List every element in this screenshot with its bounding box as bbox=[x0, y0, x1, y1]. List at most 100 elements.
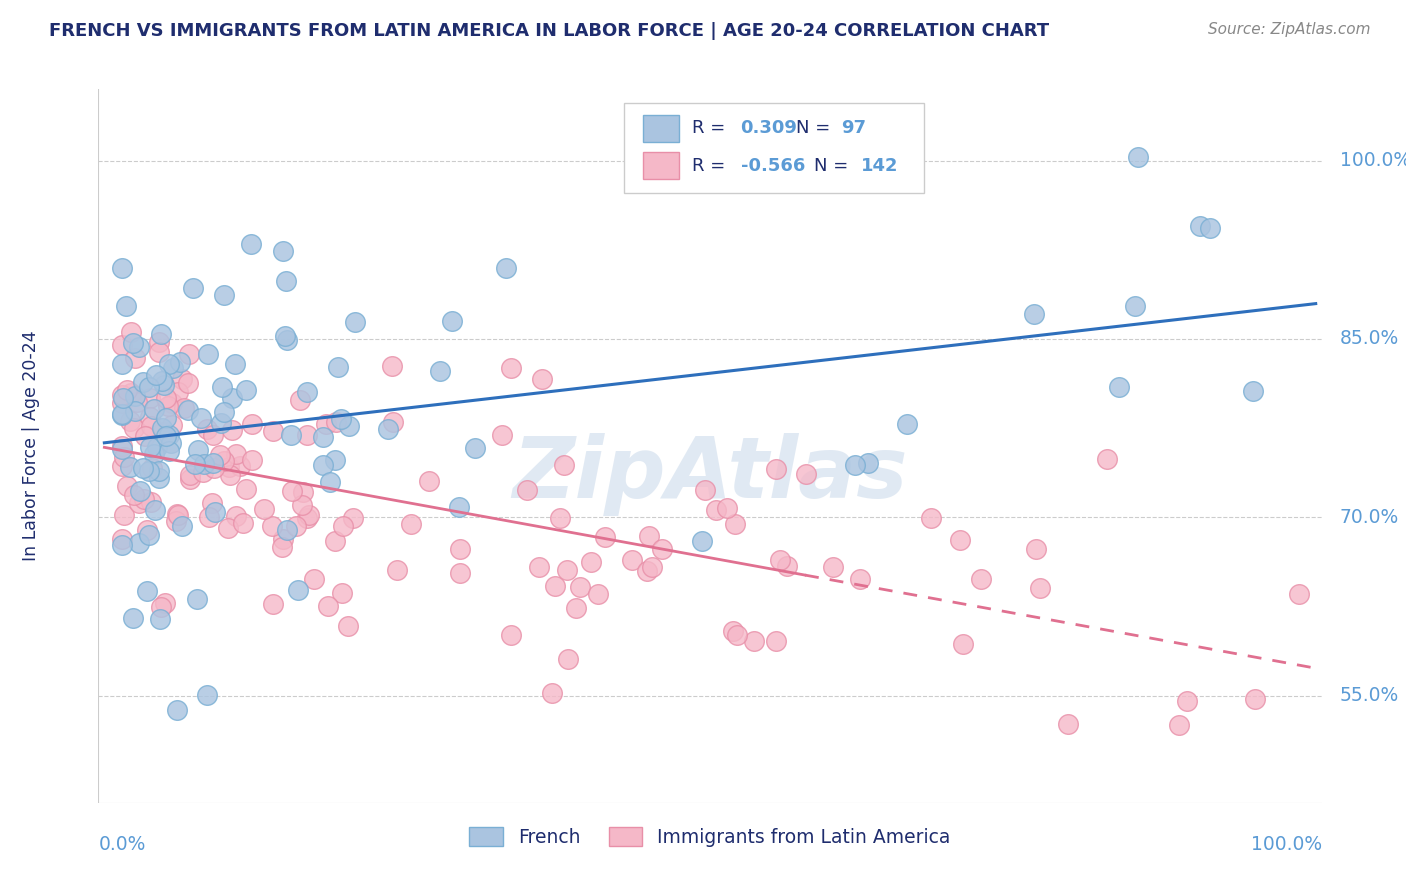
Point bbox=[169, 355, 191, 369]
Point bbox=[170, 372, 193, 386]
Point bbox=[381, 359, 404, 373]
Point bbox=[949, 533, 972, 547]
Point bbox=[329, 411, 352, 425]
Text: Source: ZipAtlas.com: Source: ZipAtlas.com bbox=[1208, 22, 1371, 37]
Point bbox=[221, 423, 243, 437]
Point bbox=[118, 414, 141, 428]
Point bbox=[530, 371, 553, 385]
Point bbox=[117, 478, 139, 492]
Point bbox=[157, 428, 180, 442]
Point bbox=[555, 563, 578, 577]
Point bbox=[148, 334, 170, 349]
Point bbox=[280, 428, 302, 442]
Point bbox=[128, 340, 150, 354]
Point bbox=[295, 510, 318, 524]
Point bbox=[177, 403, 200, 417]
Point bbox=[190, 410, 212, 425]
Bar bbox=[643, 115, 679, 142]
Text: 70.0%: 70.0% bbox=[1340, 508, 1399, 527]
Point bbox=[1057, 717, 1080, 731]
Point bbox=[593, 530, 616, 544]
Point bbox=[636, 564, 658, 578]
Point bbox=[291, 498, 314, 512]
Point bbox=[181, 281, 204, 295]
Point bbox=[775, 559, 797, 574]
Point bbox=[262, 597, 284, 611]
Point bbox=[193, 457, 215, 471]
Point bbox=[150, 327, 173, 342]
Point bbox=[212, 453, 235, 467]
Point bbox=[765, 634, 787, 648]
Point bbox=[704, 503, 727, 517]
Point bbox=[586, 587, 609, 601]
Point bbox=[186, 591, 208, 606]
Point bbox=[132, 375, 155, 389]
Point bbox=[970, 572, 993, 586]
Point bbox=[344, 315, 367, 329]
Point bbox=[621, 553, 644, 567]
Point bbox=[495, 261, 517, 276]
Point bbox=[952, 636, 974, 650]
Text: ZipAtlas: ZipAtlas bbox=[512, 433, 908, 516]
Legend: French, Immigrants from Latin America: French, Immigrants from Latin America bbox=[461, 819, 959, 854]
Point bbox=[156, 399, 179, 413]
Point bbox=[184, 457, 207, 471]
Point bbox=[516, 483, 538, 497]
Point bbox=[326, 360, 349, 375]
Point bbox=[544, 579, 567, 593]
Point bbox=[195, 688, 218, 702]
Point bbox=[111, 532, 134, 546]
Point bbox=[260, 519, 283, 533]
Point bbox=[212, 288, 235, 302]
Point bbox=[823, 560, 845, 574]
Point bbox=[295, 428, 318, 442]
Point bbox=[214, 405, 236, 419]
Point bbox=[844, 458, 866, 472]
Text: 100.0%: 100.0% bbox=[1340, 151, 1406, 170]
Point bbox=[173, 401, 195, 416]
Point bbox=[342, 511, 364, 525]
Point bbox=[128, 535, 150, 549]
Point bbox=[240, 417, 263, 431]
Point bbox=[557, 652, 579, 666]
Point bbox=[856, 456, 879, 470]
Point bbox=[765, 462, 787, 476]
Point bbox=[323, 533, 346, 548]
Point bbox=[284, 518, 307, 533]
Point bbox=[155, 596, 177, 610]
Point bbox=[1177, 694, 1199, 708]
Point bbox=[149, 599, 172, 614]
Point bbox=[1022, 307, 1045, 321]
Point bbox=[166, 703, 188, 717]
Point bbox=[449, 542, 471, 557]
Point bbox=[128, 496, 150, 510]
Point bbox=[224, 357, 246, 371]
Point bbox=[201, 496, 224, 510]
Point bbox=[111, 458, 134, 473]
Point bbox=[337, 418, 360, 433]
Point bbox=[124, 351, 146, 366]
Point bbox=[229, 458, 252, 473]
Point bbox=[165, 514, 187, 528]
Point bbox=[1126, 150, 1149, 164]
Point bbox=[170, 519, 193, 533]
Point bbox=[111, 407, 134, 421]
Point bbox=[527, 560, 550, 574]
Point bbox=[337, 619, 360, 633]
Point bbox=[274, 274, 297, 288]
Point bbox=[1025, 542, 1047, 557]
Text: FRENCH VS IMMIGRANTS FROM LATIN AMERICA IN LABOR FORCE | AGE 20-24 CORRELATION C: FRENCH VS IMMIGRANTS FROM LATIN AMERICA … bbox=[49, 22, 1049, 40]
Point bbox=[112, 508, 135, 523]
Point bbox=[1241, 384, 1264, 399]
Point bbox=[276, 523, 298, 537]
Point bbox=[148, 344, 170, 359]
Point bbox=[716, 501, 738, 516]
Point bbox=[1095, 451, 1118, 466]
Point bbox=[153, 378, 176, 392]
Point bbox=[132, 491, 155, 506]
Point bbox=[262, 424, 284, 438]
Point bbox=[742, 633, 765, 648]
Point bbox=[122, 336, 145, 351]
Point bbox=[219, 468, 242, 483]
Point bbox=[271, 532, 294, 546]
